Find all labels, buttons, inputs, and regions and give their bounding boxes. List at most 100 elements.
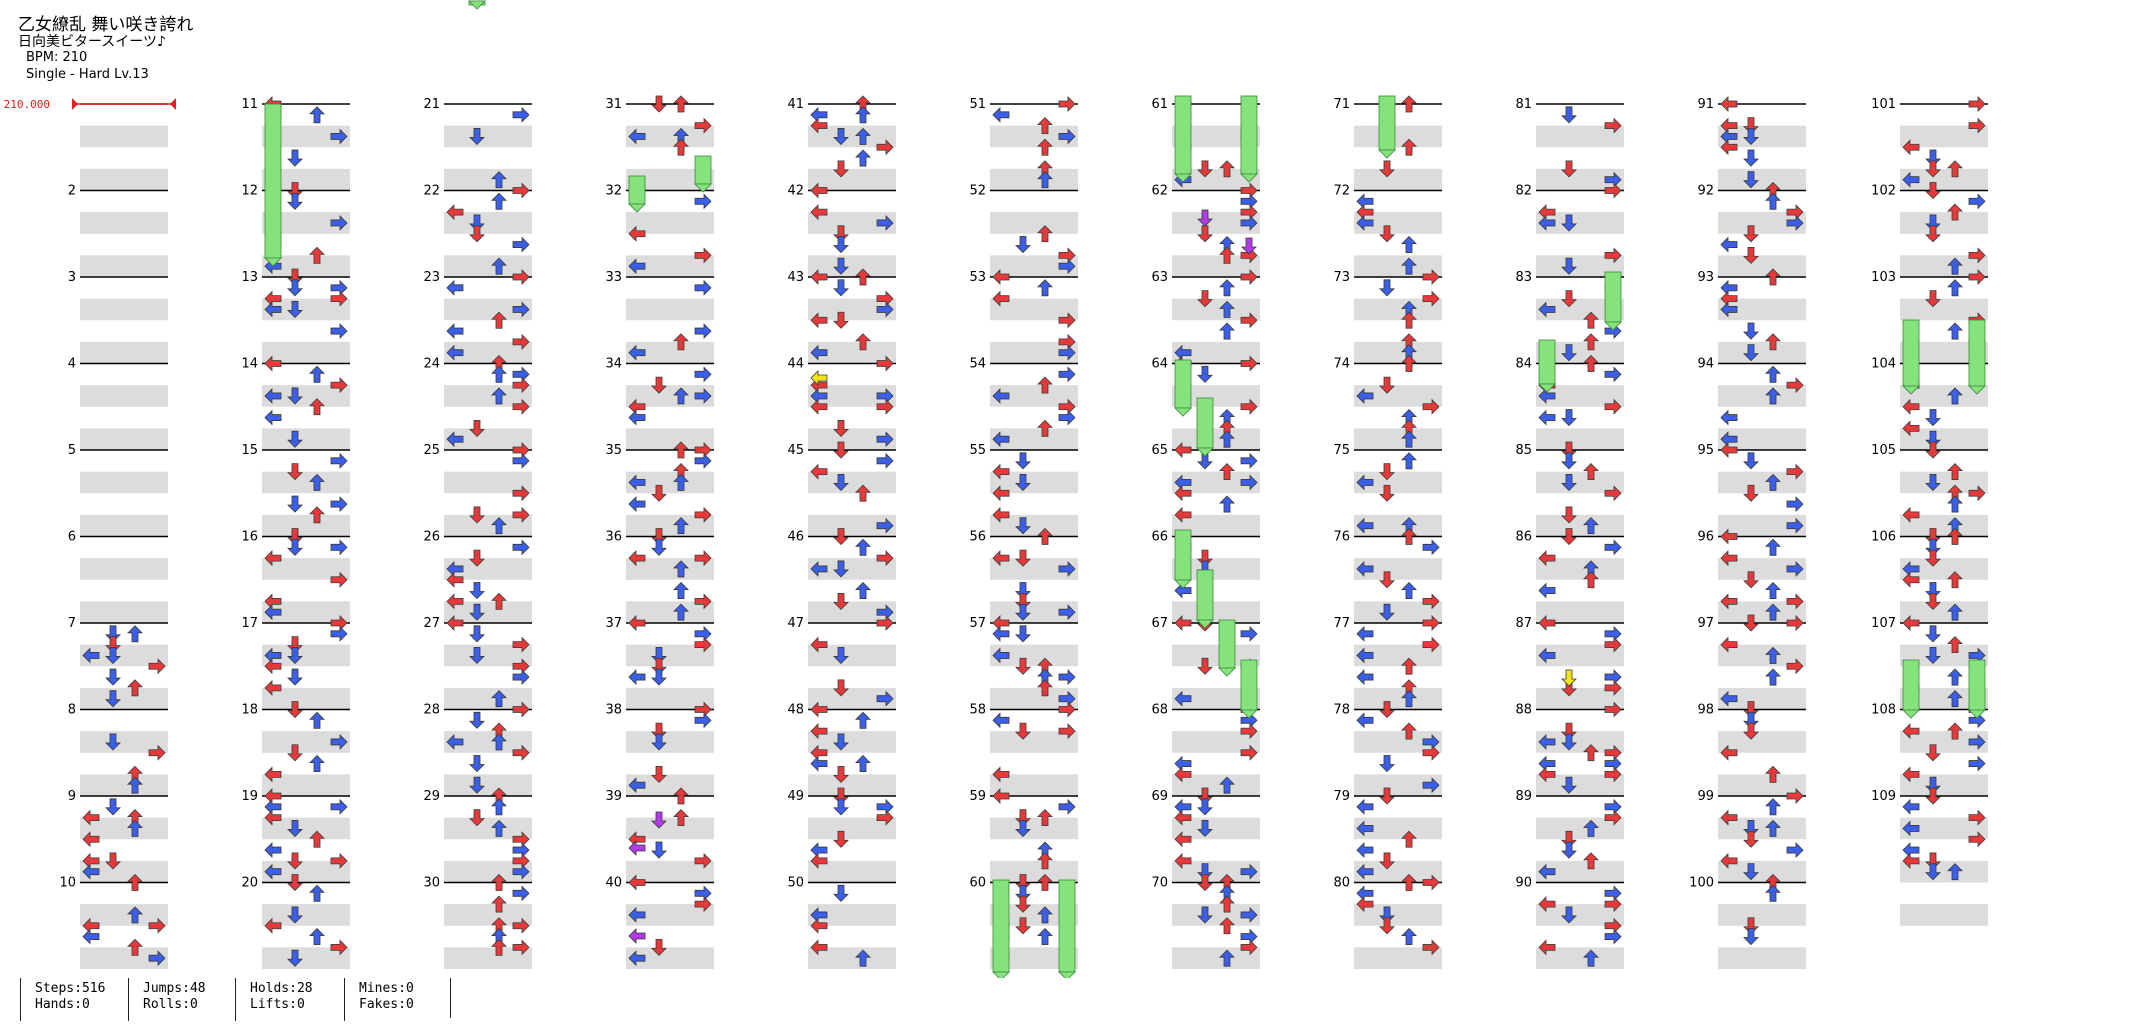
right-arrow-icon — [1422, 615, 1440, 631]
beat-band — [1354, 471, 1442, 494]
measure-number: 29 — [423, 789, 440, 804]
right-arrow-icon — [1968, 831, 1986, 848]
beat-band — [1172, 168, 1260, 191]
right-arrow-icon — [694, 852, 712, 869]
left-arrow-icon — [1902, 420, 1920, 437]
beat-band — [444, 601, 532, 623]
up-arrow-icon — [1583, 949, 1599, 967]
beat-band — [80, 341, 168, 364]
down-arrow-icon — [1379, 917, 1395, 935]
beat-band — [1172, 774, 1260, 796]
measure-number: 105 — [1871, 443, 1896, 458]
right-arrow-icon — [1604, 885, 1622, 902]
up-arrow-icon — [491, 171, 507, 189]
beat-band — [262, 125, 350, 148]
beat-band — [1718, 255, 1806, 277]
up-arrow-icon — [855, 754, 871, 772]
left-arrow-icon — [446, 593, 464, 610]
right-arrow-icon — [1240, 939, 1258, 956]
left-arrow-icon — [628, 669, 646, 686]
beat-band — [990, 514, 1078, 537]
measure-number: 95 — [1697, 443, 1714, 458]
down-arrow-icon — [1197, 365, 1213, 383]
down-arrow-icon — [287, 268, 303, 286]
measure-number: 38 — [605, 703, 622, 718]
difficulty-label: Single - Hard Lv.13 — [26, 67, 149, 82]
left-arrow-icon — [1902, 571, 1920, 588]
measure-number: 97 — [1697, 616, 1714, 631]
measure-number: 10 — [59, 876, 76, 891]
up-arrow-icon — [1037, 138, 1053, 156]
left-arrow-icon — [1356, 842, 1374, 859]
beat-band — [990, 255, 1078, 277]
left-arrow-icon — [1538, 615, 1556, 631]
right-arrow-icon — [1604, 809, 1622, 826]
measure-number: 28 — [423, 703, 440, 718]
right-arrow-icon — [1058, 723, 1076, 740]
down-arrow-icon — [1015, 517, 1031, 535]
up-arrow-icon — [1219, 495, 1235, 513]
down-arrow-icon — [1925, 538, 1941, 556]
measure-number: 89 — [1515, 789, 1532, 804]
right-arrow-icon — [330, 128, 348, 145]
left-arrow-icon — [628, 950, 646, 967]
right-arrow-icon — [512, 236, 530, 253]
beat-band — [1718, 428, 1806, 450]
measure-number: 37 — [605, 616, 622, 631]
beat-band — [626, 860, 714, 883]
down-arrow-icon — [1197, 160, 1213, 178]
measure-number: 106 — [1871, 530, 1896, 545]
up-arrow-icon — [1765, 765, 1781, 783]
up-arrow-icon — [309, 927, 325, 945]
down-arrow-icon — [833, 647, 849, 665]
left-arrow-icon — [810, 344, 828, 361]
right-arrow-icon — [1058, 344, 1076, 361]
down-arrow-icon — [287, 820, 303, 838]
beat-band — [990, 125, 1078, 148]
measure-number: 68 — [1151, 703, 1168, 718]
beat-band — [1172, 385, 1260, 407]
beat-band — [626, 904, 714, 926]
left-arrow-icon — [446, 323, 464, 340]
up-arrow-icon — [1947, 257, 1963, 275]
right-arrow-icon — [330, 452, 348, 469]
measure-number: 36 — [605, 530, 622, 545]
left-arrow-icon — [628, 128, 646, 145]
measure-number: 26 — [423, 530, 440, 545]
down-arrow-icon — [1561, 528, 1577, 546]
left-arrow-icon — [1720, 528, 1738, 545]
beat-band — [1536, 385, 1624, 407]
steps-count: Steps:516 — [35, 981, 106, 996]
hold-tail — [1240, 709, 1258, 719]
down-arrow-icon — [1015, 549, 1031, 567]
down-arrow-icon — [1015, 895, 1031, 913]
left-arrow-icon — [992, 625, 1010, 642]
left-arrow-icon — [82, 809, 100, 826]
measure-number: 70 — [1151, 876, 1168, 891]
down-arrow-icon — [833, 798, 849, 816]
up-arrow-icon — [1947, 690, 1963, 708]
left-arrow-icon — [810, 106, 828, 123]
left-arrow-icon — [264, 550, 282, 567]
right-arrow-icon — [1786, 560, 1804, 577]
measure-number: 87 — [1515, 616, 1532, 631]
down-arrow-icon — [833, 128, 849, 146]
right-arrow-icon — [1422, 593, 1440, 610]
beat-band — [262, 385, 350, 407]
hold-tail — [1196, 619, 1214, 629]
up-arrow-icon — [1947, 603, 1963, 621]
measure-number: 33 — [605, 270, 622, 285]
left-arrow-icon — [810, 723, 828, 740]
beat-band — [1354, 298, 1442, 321]
right-arrow-icon — [1240, 312, 1258, 329]
up-arrow-icon — [1037, 376, 1053, 394]
measure-number: 39 — [605, 789, 622, 804]
down-arrow-icon — [1561, 830, 1577, 848]
measure-number: 83 — [1515, 270, 1532, 285]
right-arrow-icon — [1786, 658, 1804, 675]
beat-band — [262, 644, 350, 667]
down-arrow-icon — [651, 657, 667, 675]
down-arrow-icon — [1925, 149, 1941, 167]
measure-number: 60 — [969, 876, 986, 891]
right-arrow-icon — [1968, 193, 1986, 210]
